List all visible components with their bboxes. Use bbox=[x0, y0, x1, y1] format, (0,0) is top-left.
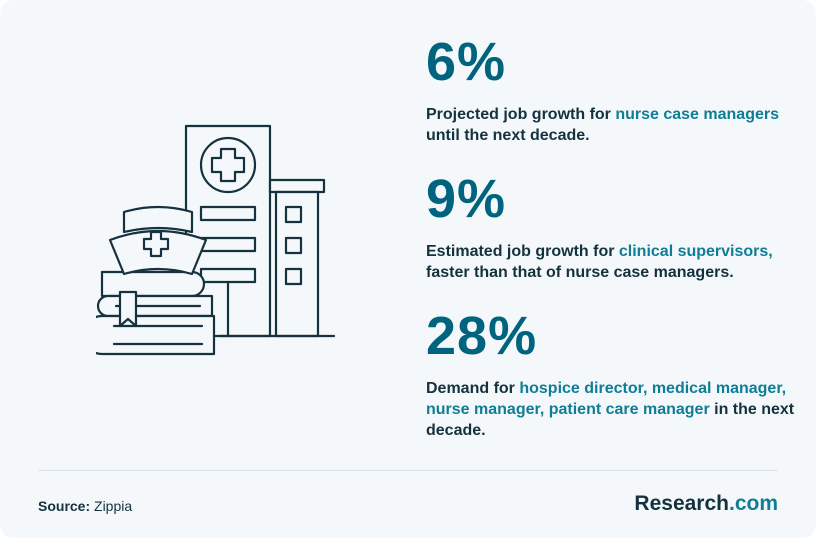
source-label: Source: bbox=[38, 498, 91, 514]
medical-cross-icon bbox=[199, 136, 257, 194]
stat-value: 9% bbox=[426, 169, 507, 229]
stat-desc-text: until the next decade. bbox=[426, 127, 590, 144]
books-icon bbox=[96, 270, 216, 356]
stat-desc-text: in the next decade. bbox=[426, 401, 795, 439]
brand-name: Research bbox=[634, 492, 729, 515]
stat-desc-highlight: clinical supervisors, bbox=[618, 243, 773, 260]
stat-desc-text: faster than that of nurse case managers. bbox=[426, 264, 734, 281]
source-value: Zippia bbox=[90, 498, 133, 514]
stat-desc-text: Demand for bbox=[426, 380, 520, 397]
stat-item: 9% Estimated job growth for clinical sup… bbox=[426, 169, 806, 283]
stat-description: Estimated job growth for clinical superv… bbox=[426, 241, 806, 283]
brand-logo: Research.com bbox=[634, 492, 778, 516]
stat-value: 6% bbox=[426, 32, 507, 92]
stat-desc-text: Estimated job growth for bbox=[426, 243, 619, 260]
nurse-cap-icon bbox=[108, 205, 208, 276]
brand-tld: .com bbox=[728, 492, 778, 515]
footer-divider bbox=[38, 470, 778, 471]
stat-desc-text: Projected job growth for bbox=[426, 106, 616, 123]
stat-item: 28% Demand for hospice director, medical… bbox=[426, 306, 806, 441]
stat-desc-highlight: nurse case managers bbox=[615, 106, 779, 123]
stat-desc-highlight: hospice director, medical manager, nurse… bbox=[426, 380, 787, 418]
stat-value: 28% bbox=[426, 306, 538, 366]
bookmark-icon bbox=[118, 290, 138, 328]
stat-description: Projected job growth for nurse case mana… bbox=[426, 104, 806, 146]
healthcare-illustration bbox=[96, 124, 336, 356]
stat-description: Demand for hospice director, medical man… bbox=[426, 378, 806, 441]
stat-item: 6% Projected job growth for nurse case m… bbox=[426, 32, 806, 146]
source-note: Source: Zippia bbox=[38, 498, 132, 514]
